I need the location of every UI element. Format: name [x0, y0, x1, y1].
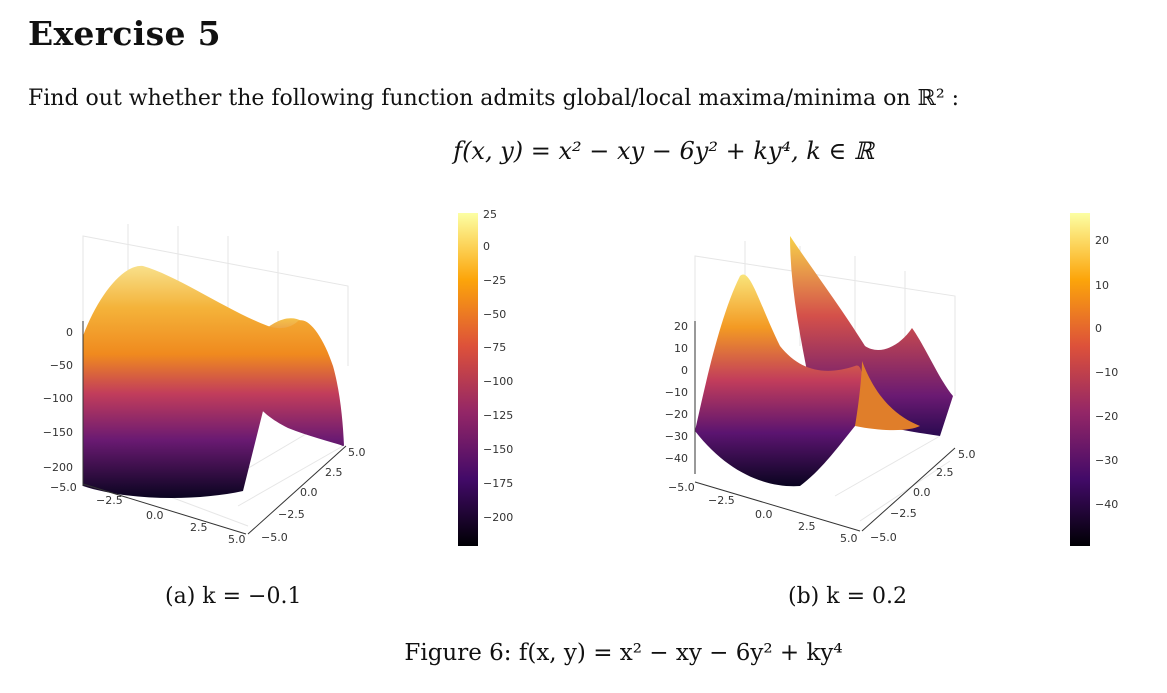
y-tick: 2.5 — [936, 466, 954, 479]
z-tick: −40 — [665, 452, 688, 465]
x-tick: 0.0 — [755, 508, 773, 521]
figure-caption: Figure 6: f(x, y) = x² − xy − 6y² + ky⁴ — [404, 640, 843, 666]
colorbar-tick: 25 — [483, 208, 497, 221]
exercise-prompt: Find out whether the following function … — [28, 86, 960, 111]
colorbar-tick: −50 — [483, 308, 506, 321]
z-tick: 10 — [674, 342, 688, 355]
z-tick: 0 — [681, 364, 688, 377]
subcaption-b: (b) k = 0.2 — [788, 584, 907, 609]
x-tick: −5.0 — [50, 481, 77, 494]
surface-plot-a-svg: 0 −50 −100 −150 −200 −5.0 −2.5 0.0 2.5 5… — [43, 208, 513, 546]
x-tick: 0.0 — [146, 509, 164, 522]
colorbar-tick: −100 — [483, 375, 513, 388]
y-tick: 0.0 — [913, 486, 931, 499]
y-tick: 5.0 — [348, 446, 366, 459]
z-tick: −100 — [43, 392, 73, 405]
z-tick: −20 — [665, 408, 688, 421]
z-tick: −30 — [665, 430, 688, 443]
colorbar-tick: −40 — [1095, 498, 1118, 511]
colorbar-tick: −10 — [1095, 366, 1118, 379]
z-tick: −50 — [50, 359, 73, 372]
colorbar-tick: −150 — [483, 443, 513, 456]
y-axis-a: 5.0 2.5 0.0 −2.5 −5.0 — [261, 446, 366, 544]
z-axis-b: 20 10 0 −10 −20 −30 −40 — [665, 320, 688, 465]
z-tick: −10 — [665, 386, 688, 399]
x-axis-a: −5.0 −2.5 0.0 2.5 5.0 — [50, 481, 246, 546]
colorbar-tick: −200 — [483, 511, 513, 524]
colorbar-ticks-b: 20 10 0 −10 −20 −30 −40 — [1095, 234, 1118, 511]
colorbar-tick: −30 — [1095, 454, 1118, 467]
colorbar-tick: −25 — [483, 274, 506, 287]
z-tick: −150 — [43, 426, 73, 439]
x-axis-b: −5.0 −2.5 0.0 2.5 5.0 — [668, 481, 858, 545]
z-tick: 0 — [66, 326, 73, 339]
colorbar-tick: 0 — [483, 240, 490, 253]
surface-plot-b-svg: 20 10 0 −10 −20 −30 −40 −5.0 −2.5 0.0 2.… — [665, 213, 1118, 546]
exercise-heading: Exercise 5 — [28, 14, 221, 53]
subcaption-a: (a) k = −0.1 — [165, 584, 302, 609]
grid-a — [82, 224, 349, 527]
surface-plot-b: 20 10 0 −10 −20 −30 −40 −5.0 −2.5 0.0 2.… — [650, 196, 1160, 556]
y-tick: −5.0 — [870, 531, 897, 544]
x-tick: −2.5 — [708, 494, 735, 507]
y-tick: 2.5 — [325, 466, 343, 479]
colorbar-tick: −175 — [483, 477, 513, 490]
colorbar-b — [1070, 213, 1090, 546]
y-tick: −2.5 — [890, 507, 917, 520]
z-tick: 20 — [674, 320, 688, 333]
colorbar-tick: 20 — [1095, 234, 1109, 247]
x-tick: −2.5 — [96, 494, 123, 507]
x-tick: 2.5 — [190, 521, 208, 534]
function-formula: f(x, y) = x² − xy − 6y² + ky⁴, k ∈ ℝ — [453, 137, 874, 165]
colorbar-tick: −20 — [1095, 410, 1118, 423]
colorbar-tick: 10 — [1095, 279, 1109, 292]
colorbar-tick: −125 — [483, 409, 513, 422]
z-tick: −200 — [43, 461, 73, 474]
x-tick: 5.0 — [840, 532, 858, 545]
y-axis-b: 5.0 2.5 0.0 −2.5 −5.0 — [870, 448, 976, 544]
colorbar-tick: −75 — [483, 341, 506, 354]
x-tick: 2.5 — [798, 520, 816, 533]
y-tick: 0.0 — [300, 486, 318, 499]
y-tick: 5.0 — [958, 448, 976, 461]
y-tick: −2.5 — [278, 508, 305, 521]
x-tick: 5.0 — [228, 533, 246, 546]
colorbar-ticks-a: 25 0 −25 −50 −75 −100 −125 −150 −175 −20… — [483, 208, 513, 524]
y-tick: −5.0 — [261, 531, 288, 544]
colorbar-tick: 0 — [1095, 322, 1102, 335]
colorbar-a — [458, 213, 478, 546]
surface-plot-a: 0 −50 −100 −150 −200 −5.0 −2.5 0.0 2.5 5… — [28, 196, 528, 556]
x-tick: −5.0 — [668, 481, 695, 494]
z-axis-a: 0 −50 −100 −150 −200 — [43, 326, 73, 474]
